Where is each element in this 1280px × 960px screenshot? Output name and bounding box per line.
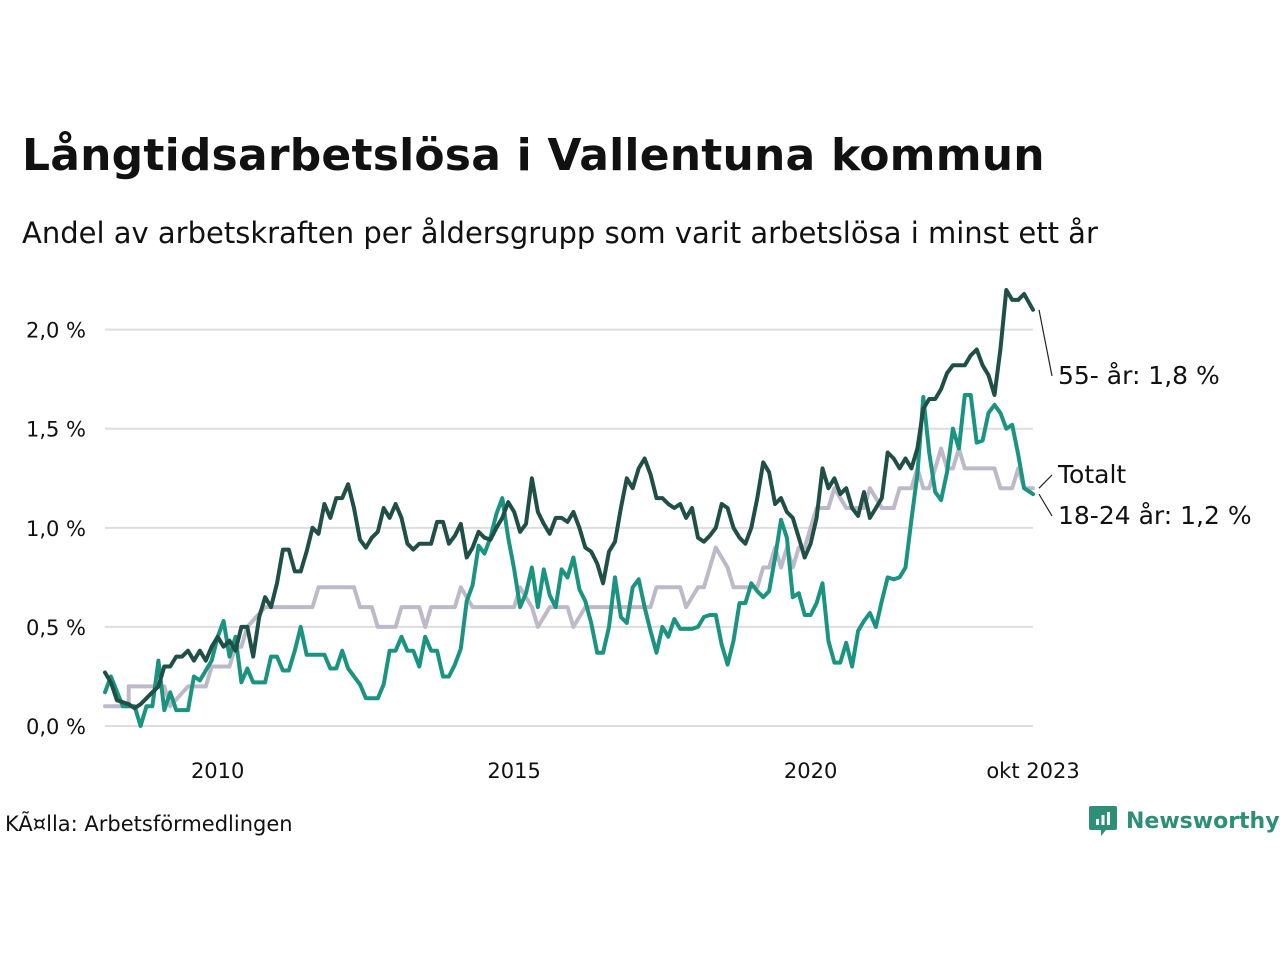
chart-title: Långtidsarbetslösa i Vallentuna kommun bbox=[22, 130, 1045, 181]
newsworthy-logo[interactable]: Newsworthy bbox=[1088, 804, 1280, 838]
series-line-total bbox=[103, 446, 1035, 709]
y-tick-label: 0,0 % bbox=[26, 715, 86, 739]
series-label-leader-total bbox=[1038, 474, 1053, 489]
y-tick-label: 1,0 % bbox=[26, 517, 86, 541]
newsworthy-logo-icon bbox=[1089, 806, 1117, 836]
grid-lines bbox=[105, 328, 1033, 727]
x-tick-label: 2010 bbox=[191, 759, 244, 783]
line-chart: 0,0 % 0,5 % 1,0 % 1,5 % 2,0 % 2010 2015 2020 ok… bbox=[26, 288, 1252, 783]
y-axis: 0,0 % 0,5 % 1,0 % 1,5 % 2,0 % bbox=[26, 319, 86, 739]
series-label-leader-age1824 bbox=[1038, 493, 1053, 517]
series-line-age55 bbox=[103, 288, 1035, 711]
y-tick-label: 1,5 % bbox=[26, 418, 86, 442]
series-labels: Totalt 18-24 år: 1,2 % 55- år: 1,8 % bbox=[1038, 309, 1252, 530]
series-label-total: Totalt bbox=[1057, 460, 1126, 489]
series-lines bbox=[103, 288, 1035, 728]
source-note: KÃ¤lla: Arbetsförmedlingen bbox=[5, 812, 293, 836]
series-label-age1824: 18-24 år: 1,2 % bbox=[1058, 501, 1252, 530]
chart-subtitle: Andel av arbetskraften per åldersgrupp s… bbox=[22, 216, 1098, 250]
y-tick-label: 2,0 % bbox=[26, 319, 86, 343]
series-label-leader-age55 bbox=[1038, 309, 1053, 377]
y-tick-label: 0,5 % bbox=[26, 616, 86, 640]
newsworthy-logo-text: Newsworthy bbox=[1126, 808, 1280, 834]
x-tick-label: 2015 bbox=[487, 759, 540, 783]
series-label-age55: 55- år: 1,8 % bbox=[1058, 361, 1220, 390]
x-axis: 2010 2015 2020 okt 2023 bbox=[191, 759, 1080, 783]
x-tick-label: okt 2023 bbox=[986, 759, 1079, 783]
x-tick-label: 2020 bbox=[784, 759, 837, 783]
series-line-age1824 bbox=[103, 393, 1035, 728]
